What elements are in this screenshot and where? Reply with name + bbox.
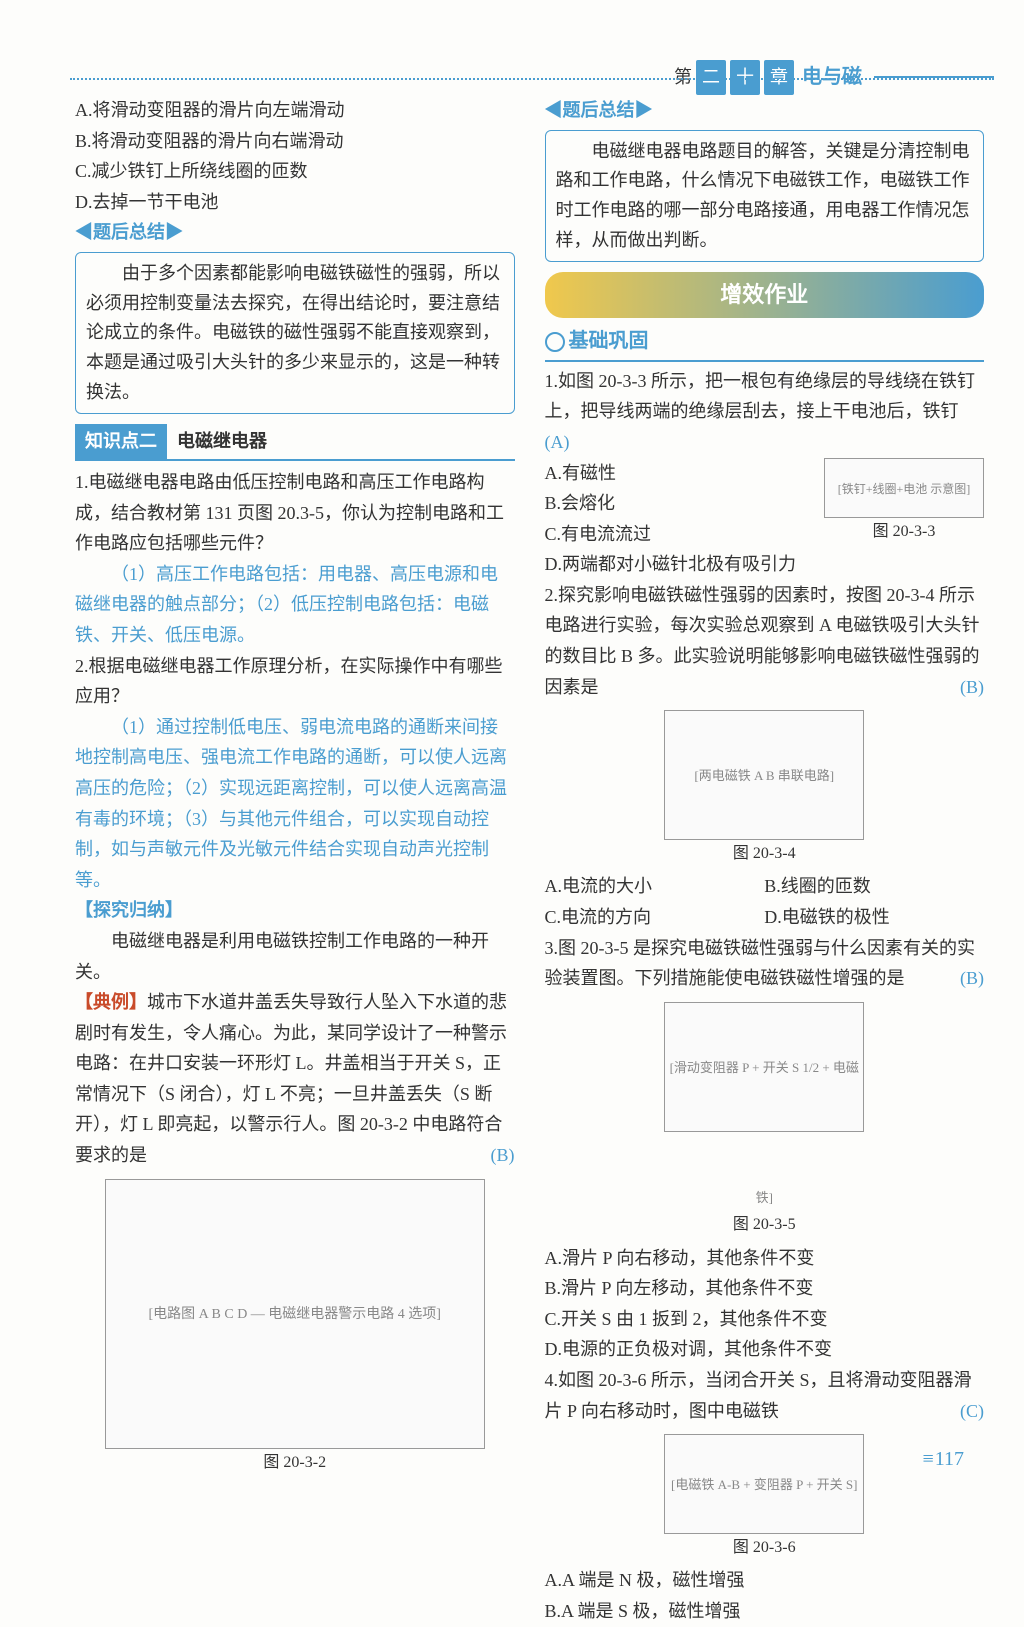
q3-opt-b: B.滑片 P 向左移动，其他条件不变	[545, 1273, 985, 1304]
figure-placeholder: [电路图 A B C D — 电磁继电器警示电路 4 选项]	[105, 1179, 485, 1449]
q4-fig-placeholder: [电磁铁 A-B + 变阻器 P + 开关 S]	[664, 1434, 864, 1534]
q1-opt-a: A.有磁性	[545, 458, 817, 489]
option-a: A.将滑动变阻器的滑片向左端滑动	[75, 95, 515, 126]
option-b: B.将滑动变阻器的滑片向右端滑动	[75, 126, 515, 157]
q1-fig-caption: 图 20-3-3	[824, 518, 984, 545]
explore-body: 电磁继电器是利用电磁铁控制工作电路的一种开关。	[75, 926, 515, 987]
magnifier-icon	[545, 332, 565, 352]
q1-text: 1.如图 20-3-3 所示，把一根包有绝缘层的导线绕在铁钉上，把导线两端的绝缘…	[545, 371, 976, 422]
tips-body-left: 由于多个因素都能影响电磁铁磁性的强弱，所以必须用控制变量法去探究，在得出结论时，…	[75, 252, 515, 414]
q2-figure: [两电磁铁 A B 串联电路] 图 20-3-4	[545, 710, 985, 867]
example-head: 【典例】	[75, 992, 147, 1012]
q4-text: 4.如图 20-3-6 所示，当闭合开关 S，且将滑动变阻器滑片 P 向右移动时…	[545, 1370, 972, 1421]
q1-answer: (A)	[545, 432, 570, 452]
q3-answer: (B)	[960, 963, 984, 994]
q4-answer: (C)	[960, 1396, 984, 1427]
tips-head-left: ◀题后总结▶	[75, 217, 515, 248]
example-answer: (B)	[491, 1140, 515, 1171]
q3-fig-placeholder: [滑动变阻器 P + 开关 S 1/2 + 电磁铁]	[664, 1002, 864, 1132]
q2-opt-c: C.电流的方向	[545, 902, 765, 933]
q2-block: 2.探究影响电磁铁磁性强弱的因素时，按图 20-3-4 所示电路进行实验，每次实…	[545, 580, 985, 702]
figure-caption: 图 20-3-2	[75, 1449, 515, 1476]
q2-opt-d: D.电磁铁的极性	[764, 902, 984, 933]
explore-head: 【探究归纳】	[75, 895, 515, 926]
option-d: D.去掉一节干电池	[75, 187, 515, 218]
sub-banner: 基础巩固	[545, 324, 985, 362]
q2-answer: (B)	[960, 672, 984, 703]
knowledge-title: 电磁继电器	[167, 424, 515, 461]
right-column: ◀题后总结▶ 电磁继电器电路题目的解答，关键是分清控制电路和工作电路，什么情况下…	[545, 95, 985, 1456]
q3-opt-a: A.滑片 P 向右移动，其他条件不变	[545, 1243, 985, 1274]
left-column: A.将滑动变阻器的滑片向左端滑动 B.将滑动变阻器的滑片向右端滑动 C.减少铁钉…	[75, 95, 515, 1456]
q3-text: 3.图 20-3-5 是探究电磁铁磁性强弱与什么因素有关的实验装置图。下列措施能…	[545, 938, 976, 989]
knowledge-bar: 知识点二 电磁继电器	[75, 424, 515, 461]
q1-block: 1.如图 20-3-3 所示，把一根包有绝缘层的导线绕在铁钉上，把导线两端的绝缘…	[545, 366, 985, 458]
q3-block: 3.图 20-3-5 是探究电磁铁磁性强弱与什么因素有关的实验装置图。下列措施能…	[545, 933, 985, 994]
option-c: C.减少铁钉上所绕线圈的匝数	[75, 156, 515, 187]
answer-2: （1）通过控制低电压、弱电流电路的通断来间接地控制高电压、强电流工作电路的通断，…	[75, 712, 515, 896]
q3-opt-d: D.电源的正负极对调，其他条件不变	[545, 1334, 985, 1365]
figure-20-3-2: [电路图 A B C D — 电磁继电器警示电路 4 选项] 图 20-3-2	[75, 1179, 515, 1476]
q3-opt-c: C.开关 S 由 1 扳到 2，其他条件不变	[545, 1304, 985, 1335]
header-divider	[70, 78, 994, 80]
section-banner: 增效作业	[545, 272, 985, 317]
example-body: 城市下水道井盖丢失导致行人坠入下水道的悲剧时有发生，令人痛心。为此，某同学设计了…	[75, 992, 507, 1165]
q1-opt-b: B.会熔化	[545, 488, 817, 519]
q3-fig-caption: 图 20-3-5	[545, 1211, 985, 1238]
q1-opt-d: D.两端都对小磁针北极有吸引力	[545, 549, 817, 580]
question-2: 2.根据电磁继电器工作原理分析，在实际操作中有哪些应用？	[75, 651, 515, 712]
tips-body-right: 电磁继电器电路题目的解答，关键是分清控制电路和工作电路，什么情况下电磁铁工作，电…	[545, 130, 985, 263]
sub-banner-text: 基础巩固	[569, 330, 649, 352]
q4-opt-b: B.A 端是 S 极，磁性增强	[545, 1596, 985, 1627]
q2-opt-b: B.线圈的匝数	[764, 871, 984, 902]
page-content: A.将滑动变阻器的滑片向左端滑动 B.将滑动变阻器的滑片向右端滑动 C.减少铁钉…	[75, 95, 984, 1456]
q2-fig-caption: 图 20-3-4	[545, 840, 985, 867]
q4-fig-caption: 图 20-3-6	[545, 1534, 985, 1561]
page-number: 117	[922, 1442, 964, 1476]
question-1: 1.电磁继电器电路由低压控制电路和高压工作电路构成，结合教材第 131 页图 2…	[75, 467, 515, 559]
answer-1: （1）高压工作电路包括：用电器、高压电源和电磁继电器的触点部分；（2）低压控制电…	[75, 559, 515, 651]
q1-figure: [铁钉+线圈+电池 示意图] 图 20-3-3	[824, 458, 984, 545]
q4-figure: [电磁铁 A-B + 变阻器 P + 开关 S] 图 20-3-6	[545, 1434, 985, 1561]
q1-fig-placeholder: [铁钉+线圈+电池 示意图]	[824, 458, 984, 518]
q1-options: A.有磁性 B.会熔化 C.有电流流过 D.两端都对小磁针北极有吸引力	[545, 458, 817, 580]
q4-opt-a: A.A 端是 N 极，磁性增强	[545, 1565, 985, 1596]
q2-opt-a: A.电流的大小	[545, 871, 765, 902]
q2-text: 2.探究影响电磁铁磁性强弱的因素时，按图 20-3-4 所示电路进行实验，每次实…	[545, 585, 980, 697]
example-block: 【典例】城市下水道井盖丢失导致行人坠入下水道的悲剧时有发生，令人痛心。为此，某同…	[75, 987, 515, 1171]
knowledge-label: 知识点二	[75, 424, 167, 461]
q1-opt-c: C.有电流流过	[545, 519, 817, 550]
q1-row: A.有磁性 B.会熔化 C.有电流流过 D.两端都对小磁针北极有吸引力 [铁钉+…	[545, 458, 985, 580]
q2-options: A.电流的大小 B.线圈的匝数 C.电流的方向 D.电磁铁的极性	[545, 871, 985, 932]
q2-fig-placeholder: [两电磁铁 A B 串联电路]	[664, 710, 864, 840]
tips-head-right: ◀题后总结▶	[545, 95, 985, 126]
q4-block: 4.如图 20-3-6 所示，当闭合开关 S，且将滑动变阻器滑片 P 向右移动时…	[545, 1365, 985, 1426]
q3-figure: [滑动变阻器 P + 开关 S 1/2 + 电磁铁] 图 20-3-5	[545, 1002, 985, 1239]
